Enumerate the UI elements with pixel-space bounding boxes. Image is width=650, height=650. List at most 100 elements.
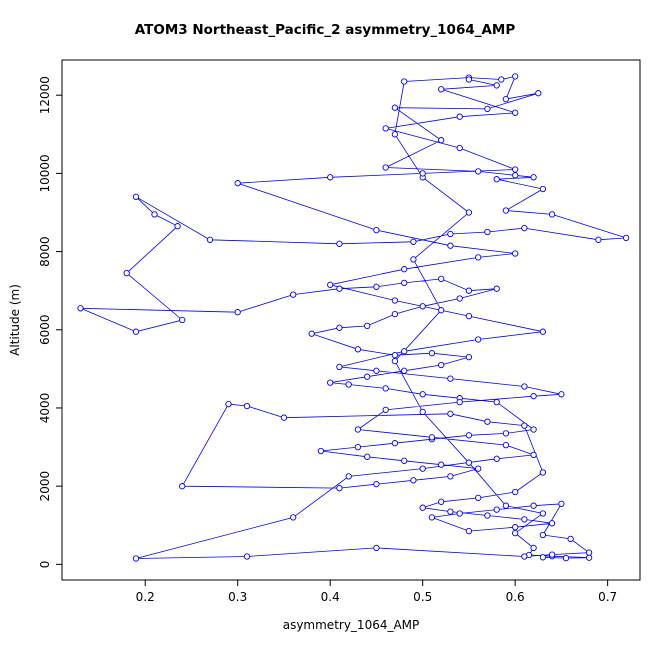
data-point: [410, 477, 417, 484]
data-point: [234, 180, 241, 187]
data-point: [327, 281, 334, 288]
y-axis-label: Altitude (m): [8, 284, 22, 356]
y-tick-label: 8000: [38, 236, 52, 267]
data-point: [354, 443, 362, 451]
data-point: [174, 223, 181, 230]
data-point: [493, 285, 500, 292]
data-point: [391, 310, 399, 318]
data-point: [373, 226, 380, 234]
data-point: [373, 367, 380, 374]
x-tick-label: 0.5: [413, 590, 432, 604]
data-point: [438, 461, 445, 468]
data-point: [585, 554, 593, 561]
data-point: [336, 363, 343, 371]
data-point: [447, 508, 454, 515]
data-point: [502, 95, 510, 103]
data-point: [132, 328, 140, 335]
data-point: [475, 336, 482, 343]
data-point: [345, 473, 352, 480]
data-point: [447, 410, 454, 417]
data-point: [373, 544, 380, 552]
data-point: [484, 512, 491, 519]
data-point: [401, 78, 408, 85]
data-point: [438, 86, 445, 93]
data-point: [419, 465, 426, 472]
data-point: [512, 166, 519, 173]
data-point: [530, 544, 537, 552]
data-point: [493, 455, 500, 462]
data-point: [475, 465, 482, 472]
data-point: [382, 164, 389, 171]
data-point: [401, 279, 408, 287]
y-tick-label: 10000: [38, 154, 52, 192]
data-point: [447, 473, 454, 480]
data-point: [382, 125, 389, 132]
data-point: [548, 211, 556, 218]
x-tick-label: 0.6: [506, 590, 525, 604]
data-point: [585, 549, 593, 556]
data-point: [548, 551, 556, 558]
data-point: [502, 430, 510, 437]
data-point: [317, 447, 325, 455]
data-point: [438, 275, 445, 283]
data-point: [234, 309, 241, 316]
data-point: [465, 287, 473, 294]
data-point: [382, 406, 389, 414]
data-point: [456, 144, 463, 152]
data-point: [438, 137, 445, 144]
data-point: [512, 488, 519, 496]
data-point: [354, 346, 362, 353]
data-point: [512, 250, 519, 257]
data-point: [465, 209, 473, 216]
data-point: [493, 176, 500, 183]
data-point: [465, 432, 473, 439]
data-point: [419, 504, 426, 511]
data-point: [548, 520, 556, 527]
data-point: [512, 109, 519, 116]
data-point: [336, 285, 343, 292]
data-point: [391, 104, 399, 111]
data-point: [410, 256, 417, 263]
data-point: [512, 529, 519, 537]
x-axis-label: asymmetry_1064_AMP: [282, 618, 420, 632]
data-point: [373, 283, 380, 290]
data-point: [179, 483, 186, 490]
data-point: [438, 361, 445, 369]
data-point: [539, 554, 547, 561]
chart-title: ATOM3 Northeast_Pacific_2 asymmetry_1064…: [134, 22, 516, 38]
data-point: [364, 373, 371, 380]
data-point: [364, 322, 371, 330]
data-point: [419, 391, 426, 398]
y-tick-label: 2000: [38, 471, 52, 502]
data-point: [512, 524, 519, 531]
data-point: [151, 211, 158, 218]
data-point: [558, 500, 565, 507]
data-point: [539, 531, 547, 539]
data-point: [465, 527, 473, 535]
data-point: [364, 453, 371, 460]
data-point: [465, 459, 473, 466]
data-point: [558, 391, 565, 398]
data-point: [456, 398, 463, 406]
x-tick-label: 0.4: [321, 590, 340, 604]
data-point: [456, 295, 463, 302]
x-tick-label: 0.3: [228, 590, 247, 604]
y-tick-label: 0: [38, 561, 52, 569]
data-point: [206, 236, 214, 243]
data-point: [391, 131, 399, 138]
data-point: [456, 113, 463, 120]
data-point: [327, 379, 334, 386]
plot-border: [61, 59, 641, 581]
data-point: [456, 510, 463, 517]
data-point: [290, 291, 297, 298]
data-point: [465, 76, 473, 83]
data-point: [512, 172, 519, 179]
data-point: [484, 105, 491, 113]
data-point: [345, 381, 352, 388]
data-point: [475, 168, 482, 175]
y-tick-label: 6000: [38, 315, 52, 346]
data-point: [373, 481, 380, 488]
data-point: [419, 170, 426, 177]
data-point: [419, 408, 426, 416]
data-point: [428, 350, 436, 357]
